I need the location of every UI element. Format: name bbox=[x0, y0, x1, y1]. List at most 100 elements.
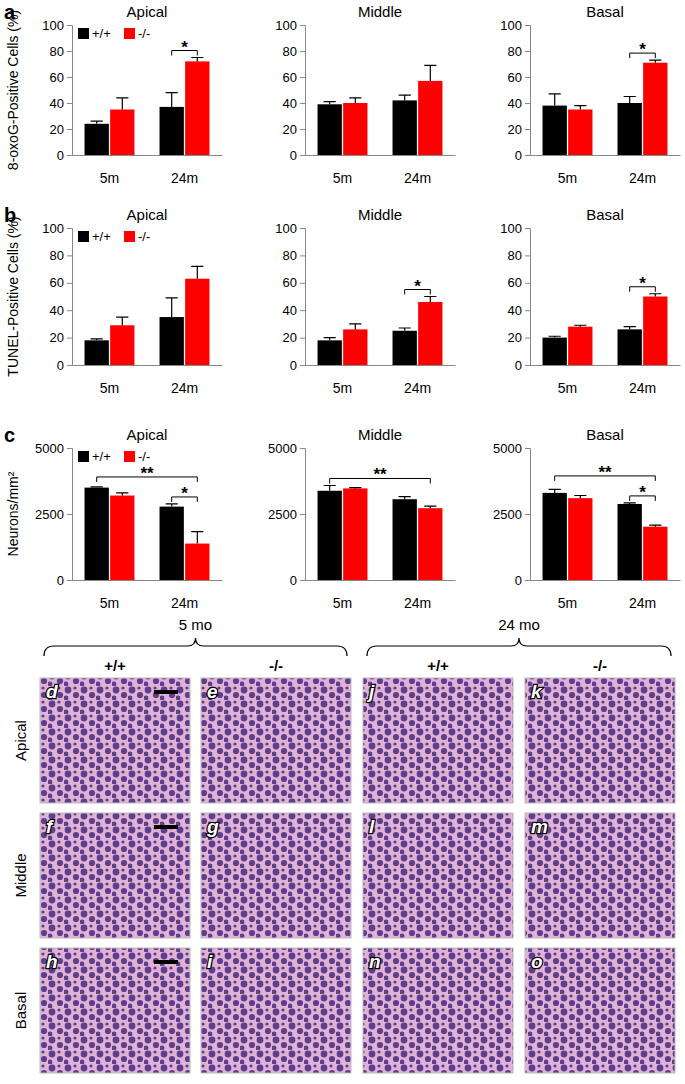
chart: 0204060801005m24m*Basal bbox=[500, 206, 680, 396]
chart: 0250050005m24m***Basal bbox=[493, 426, 680, 611]
significance-label: ** bbox=[140, 464, 154, 483]
error-bar bbox=[116, 98, 128, 110]
image-panel bbox=[201, 813, 351, 938]
error-bar bbox=[424, 506, 436, 508]
y-tick-label: 2500 bbox=[268, 507, 297, 522]
bar bbox=[343, 103, 367, 155]
legend: +/+-/- bbox=[78, 449, 150, 464]
y-tick: 0 bbox=[515, 573, 530, 588]
y-axis-line bbox=[67, 229, 73, 366]
error-bar bbox=[349, 324, 361, 329]
y-tick-mark bbox=[67, 51, 72, 52]
plot-area bbox=[543, 294, 668, 365]
x-axis: 5m24m bbox=[531, 155, 681, 186]
x-axis-line bbox=[73, 580, 223, 581]
error-bar bbox=[549, 336, 561, 337]
y-axis-line bbox=[525, 229, 531, 366]
y-tick-label: 20 bbox=[50, 122, 64, 137]
bar bbox=[185, 61, 209, 155]
x-tick: 24m bbox=[404, 155, 431, 186]
significance-label: * bbox=[639, 274, 646, 293]
chart-title: Apical bbox=[127, 426, 168, 443]
y-tick-label: 80 bbox=[508, 248, 522, 263]
x-axis-line bbox=[306, 155, 456, 156]
y-axis: 020406080100 bbox=[500, 221, 530, 373]
y-tick: 20 bbox=[283, 330, 305, 345]
bar bbox=[418, 81, 442, 155]
x-tick: 5m bbox=[558, 155, 577, 186]
image-panel bbox=[363, 813, 513, 938]
y-tick-mark bbox=[300, 103, 305, 104]
y-axis: 025005000 bbox=[268, 441, 305, 588]
legend-label: -/- bbox=[138, 229, 150, 244]
significance-label: ** bbox=[598, 463, 612, 482]
y-tick-label: 100 bbox=[275, 18, 297, 33]
bar bbox=[85, 340, 109, 365]
y-tick-mark bbox=[300, 365, 305, 366]
chart-title: Middle bbox=[358, 206, 402, 223]
y-tick: 60 bbox=[50, 275, 72, 290]
group-label: 24 mo bbox=[498, 616, 540, 633]
x-tick: 24m bbox=[629, 580, 656, 611]
legend-swatch bbox=[78, 28, 89, 39]
group-brace bbox=[367, 638, 671, 656]
plot-area bbox=[85, 266, 210, 365]
y-tick: 80 bbox=[508, 44, 530, 59]
y-tick: 40 bbox=[283, 96, 305, 111]
significance-label: * bbox=[414, 277, 421, 296]
group-brace bbox=[44, 638, 347, 656]
y-tick-label: 60 bbox=[283, 70, 297, 85]
legend-label: +/+ bbox=[92, 26, 111, 41]
y-tick: 60 bbox=[508, 70, 530, 85]
chart-title: Basal bbox=[586, 206, 624, 223]
error-bar bbox=[91, 339, 103, 340]
error-bar bbox=[424, 297, 436, 302]
x-tick-label: 24m bbox=[404, 380, 431, 396]
y-tick: 20 bbox=[50, 122, 72, 137]
legend: +/+-/- bbox=[78, 26, 150, 41]
y-tick: 40 bbox=[508, 96, 530, 111]
y-tick: 100 bbox=[42, 18, 72, 33]
y-tick-mark bbox=[525, 51, 530, 52]
y-axis-title: TUNEL-Positive Cells (%) bbox=[5, 216, 21, 376]
scale-bar bbox=[154, 825, 178, 829]
image-panel-letter: o bbox=[531, 951, 543, 972]
error-bar bbox=[166, 298, 178, 317]
significance-label: * bbox=[639, 40, 646, 59]
y-tick-label: 80 bbox=[508, 44, 522, 59]
bar bbox=[185, 279, 209, 365]
x-tick: 24m bbox=[404, 365, 431, 396]
error-bar bbox=[649, 60, 661, 63]
y-axis-line bbox=[67, 26, 73, 156]
x-tick: 24m bbox=[629, 365, 656, 396]
y-axis-line bbox=[300, 229, 306, 366]
y-tick: 5000 bbox=[35, 441, 72, 456]
row-label: Basal bbox=[12, 992, 29, 1030]
y-tick: 2500 bbox=[268, 507, 305, 522]
error-bar bbox=[324, 485, 336, 490]
y-tick: 0 bbox=[290, 148, 305, 163]
y-tick-label: 100 bbox=[500, 221, 522, 236]
y-tick-label: 60 bbox=[283, 275, 297, 290]
error-bar bbox=[399, 328, 411, 331]
row-label: Apical bbox=[12, 720, 29, 761]
y-tick-mark bbox=[525, 365, 530, 366]
error-bar bbox=[191, 532, 203, 544]
error-bar bbox=[166, 504, 178, 507]
y-axis: 025005000 bbox=[493, 441, 530, 588]
bar bbox=[318, 104, 342, 155]
y-tick: 2500 bbox=[35, 507, 72, 522]
y-tick-label: 100 bbox=[42, 18, 64, 33]
x-tick: 5m bbox=[333, 365, 352, 396]
y-tick-label: 20 bbox=[283, 122, 297, 137]
y-tick: 80 bbox=[283, 44, 305, 59]
y-tick: 20 bbox=[508, 122, 530, 137]
legend-swatch bbox=[78, 451, 89, 462]
y-tick-label: 60 bbox=[508, 70, 522, 85]
bar bbox=[618, 103, 642, 155]
bar bbox=[318, 340, 342, 365]
x-tick-label: 24m bbox=[404, 170, 431, 186]
legend-label: +/+ bbox=[92, 449, 111, 464]
y-tick-mark bbox=[300, 580, 305, 581]
x-axis: 5m24m bbox=[306, 155, 456, 186]
